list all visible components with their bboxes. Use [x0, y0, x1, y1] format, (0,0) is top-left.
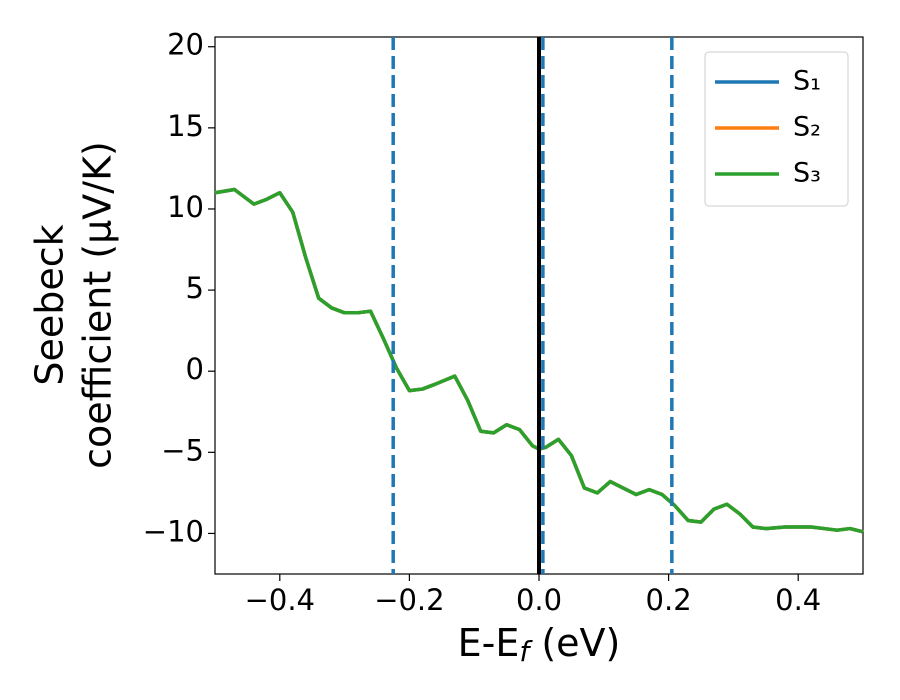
x-tick-label: 0.2 [646, 583, 692, 617]
y-tick-label: 0 [186, 352, 204, 386]
y-tick-label: 10 [167, 190, 204, 224]
y-label-line: Seebeck [28, 224, 72, 385]
x-tick-label: −0.4 [245, 583, 315, 617]
x-tick-label: 0.4 [775, 583, 821, 617]
x-axis-label: E-Ef (eV) [458, 621, 621, 669]
x-tick-label: −0.2 [374, 583, 444, 617]
legend-label: S₃ [793, 158, 821, 189]
y-tick-label: 15 [167, 109, 204, 143]
legend-label: S₁ [793, 66, 821, 97]
y-tick-label: −5 [161, 433, 204, 467]
y-tick-label: 20 [167, 28, 204, 62]
y-label-line: coefficient (μV/K) [76, 141, 120, 469]
x-tick-label: 0.0 [516, 583, 562, 617]
legend-label: S₂ [793, 112, 821, 143]
y-axis-label: Seebeck coefficient (μV/K) [28, 141, 120, 469]
y-tick-label: 5 [186, 271, 204, 305]
y-tick-label: −10 [143, 514, 204, 548]
